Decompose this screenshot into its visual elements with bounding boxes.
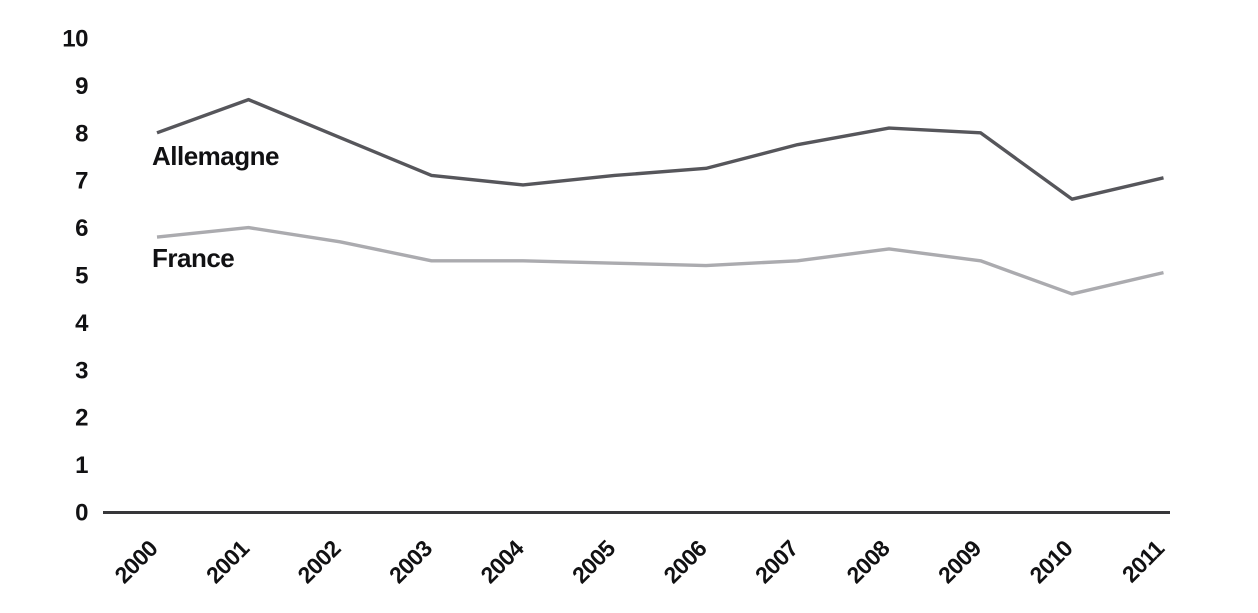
x-axis-tick-label: 2002	[292, 535, 345, 588]
x-axis-tick-label: 2001	[201, 535, 255, 589]
x-axis-tick-label: 2009	[933, 535, 986, 588]
y-axis-tick-label: 3	[75, 357, 88, 384]
y-axis-tick-label: 8	[75, 120, 88, 147]
x-axis-tick-label: 2003	[384, 535, 437, 588]
series-line-france	[156, 225, 1164, 296]
y-axis-tick-label: 9	[75, 73, 88, 100]
series-line-allemagne	[156, 97, 1164, 201]
x-axis-tick-label: 2007	[750, 535, 803, 588]
series-label-allemagne: Allemagne	[152, 141, 280, 171]
series-label-france: France	[152, 243, 235, 273]
x-axis-tick-label: 2008	[841, 535, 895, 589]
y-axis-tick-label: 5	[75, 263, 88, 290]
y-axis-tick-label: 4	[75, 310, 89, 337]
y-axis-tick-label: 7	[75, 168, 88, 195]
x-axis-tick-label: 2006	[658, 535, 711, 588]
y-axis-tick-label: 10	[62, 26, 88, 53]
x-axis-tick-label: 2010	[1024, 535, 1077, 588]
x-axis-tick-label: 2000	[109, 535, 162, 588]
y-axis-tick-label: 2	[75, 405, 88, 432]
y-axis-tick-label: 0	[75, 500, 88, 527]
y-axis-tick-label: 1	[75, 452, 88, 479]
x-axis-tick-label: 2004	[475, 535, 529, 589]
y-axis-tick-label: 6	[75, 215, 88, 242]
x-axis-tick-label: 2005	[567, 535, 621, 589]
x-axis-tick-label: 2011	[1117, 535, 1170, 588]
